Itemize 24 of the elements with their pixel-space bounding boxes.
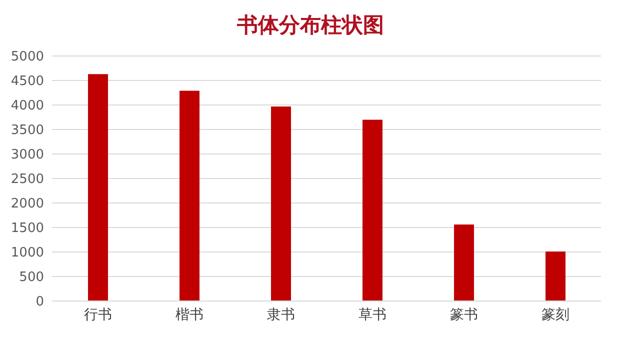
y-tick-label: 0	[36, 294, 44, 310]
y-tick-label: 5000	[10, 50, 44, 65]
x-tick-label: 篆书	[450, 306, 478, 323]
x-tick-label: 楷书	[175, 306, 204, 323]
bar	[362, 120, 382, 301]
y-tick-label: 2500	[10, 172, 44, 188]
bar	[271, 106, 291, 301]
y-tick-label: 3500	[10, 123, 44, 138]
bar	[180, 90, 200, 301]
y-tick-label: 4500	[10, 74, 44, 90]
x-tick-label: 隶书	[266, 306, 295, 323]
y-tick-label: 2000	[10, 196, 44, 212]
x-tick-label: 行书	[84, 306, 112, 323]
y-tick-label: 1500	[10, 221, 44, 236]
chart-title: 书体分布柱状图	[236, 12, 385, 39]
x-tick-label: 草书	[358, 306, 386, 323]
y-tick-label: 4000	[10, 98, 44, 114]
y-tick-label: 500	[19, 270, 44, 286]
y-tick-label: 3000	[10, 148, 44, 163]
y-tick-label: 1000	[10, 246, 44, 261]
x-tick-label: 篆刻	[541, 306, 570, 323]
bar	[88, 74, 108, 301]
bar	[454, 224, 474, 301]
bar	[546, 252, 566, 301]
